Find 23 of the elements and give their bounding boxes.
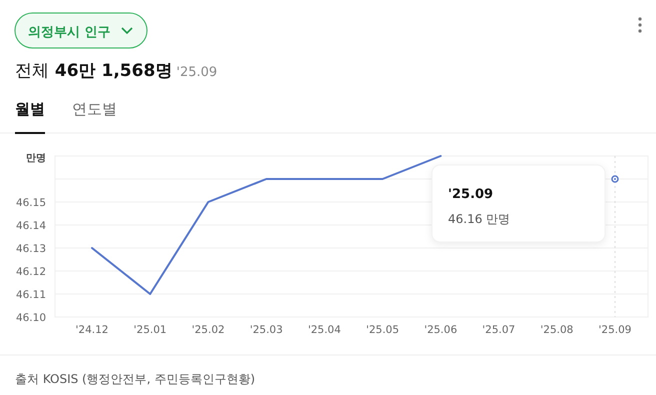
- y-tick-label: 46.15: [16, 197, 46, 209]
- y-tick-label: 46.13: [16, 243, 46, 255]
- x-tick-label: '25.07: [482, 324, 516, 336]
- chart-title: 의정부시 인구: [28, 25, 111, 40]
- y-tick-label: 46.14: [16, 220, 46, 232]
- x-tick-label: '25.09: [598, 324, 632, 336]
- y-axis-title: 만명: [26, 153, 46, 164]
- x-tick-label: '25.01: [134, 324, 167, 336]
- source-note: 출처 KOSIS (행정안전부, 주민등록인구현황): [15, 372, 256, 386]
- x-tick-label: '25.05: [366, 324, 400, 336]
- chart-subtitle: 전체 46만 1,568명 '25.09: [15, 61, 218, 81]
- y-tick-label: 46.12: [16, 266, 46, 278]
- x-tick-label: '25.02: [192, 324, 225, 336]
- x-tick-label: '25.03: [250, 324, 283, 336]
- x-tick-label: '25.04: [308, 324, 342, 336]
- y-tick-label: 46.10: [16, 312, 46, 324]
- annotation: '25.09 46.16 만명: [448, 187, 510, 226]
- x-tick-label: '25.06: [424, 324, 458, 336]
- x-tick-label: '25.08: [540, 324, 574, 336]
- text: 월별: [15, 100, 45, 118]
- y-tick-label: 46.11: [16, 289, 46, 301]
- text: 연도별: [72, 100, 117, 118]
- x-tick-label: '24.12: [76, 324, 108, 336]
